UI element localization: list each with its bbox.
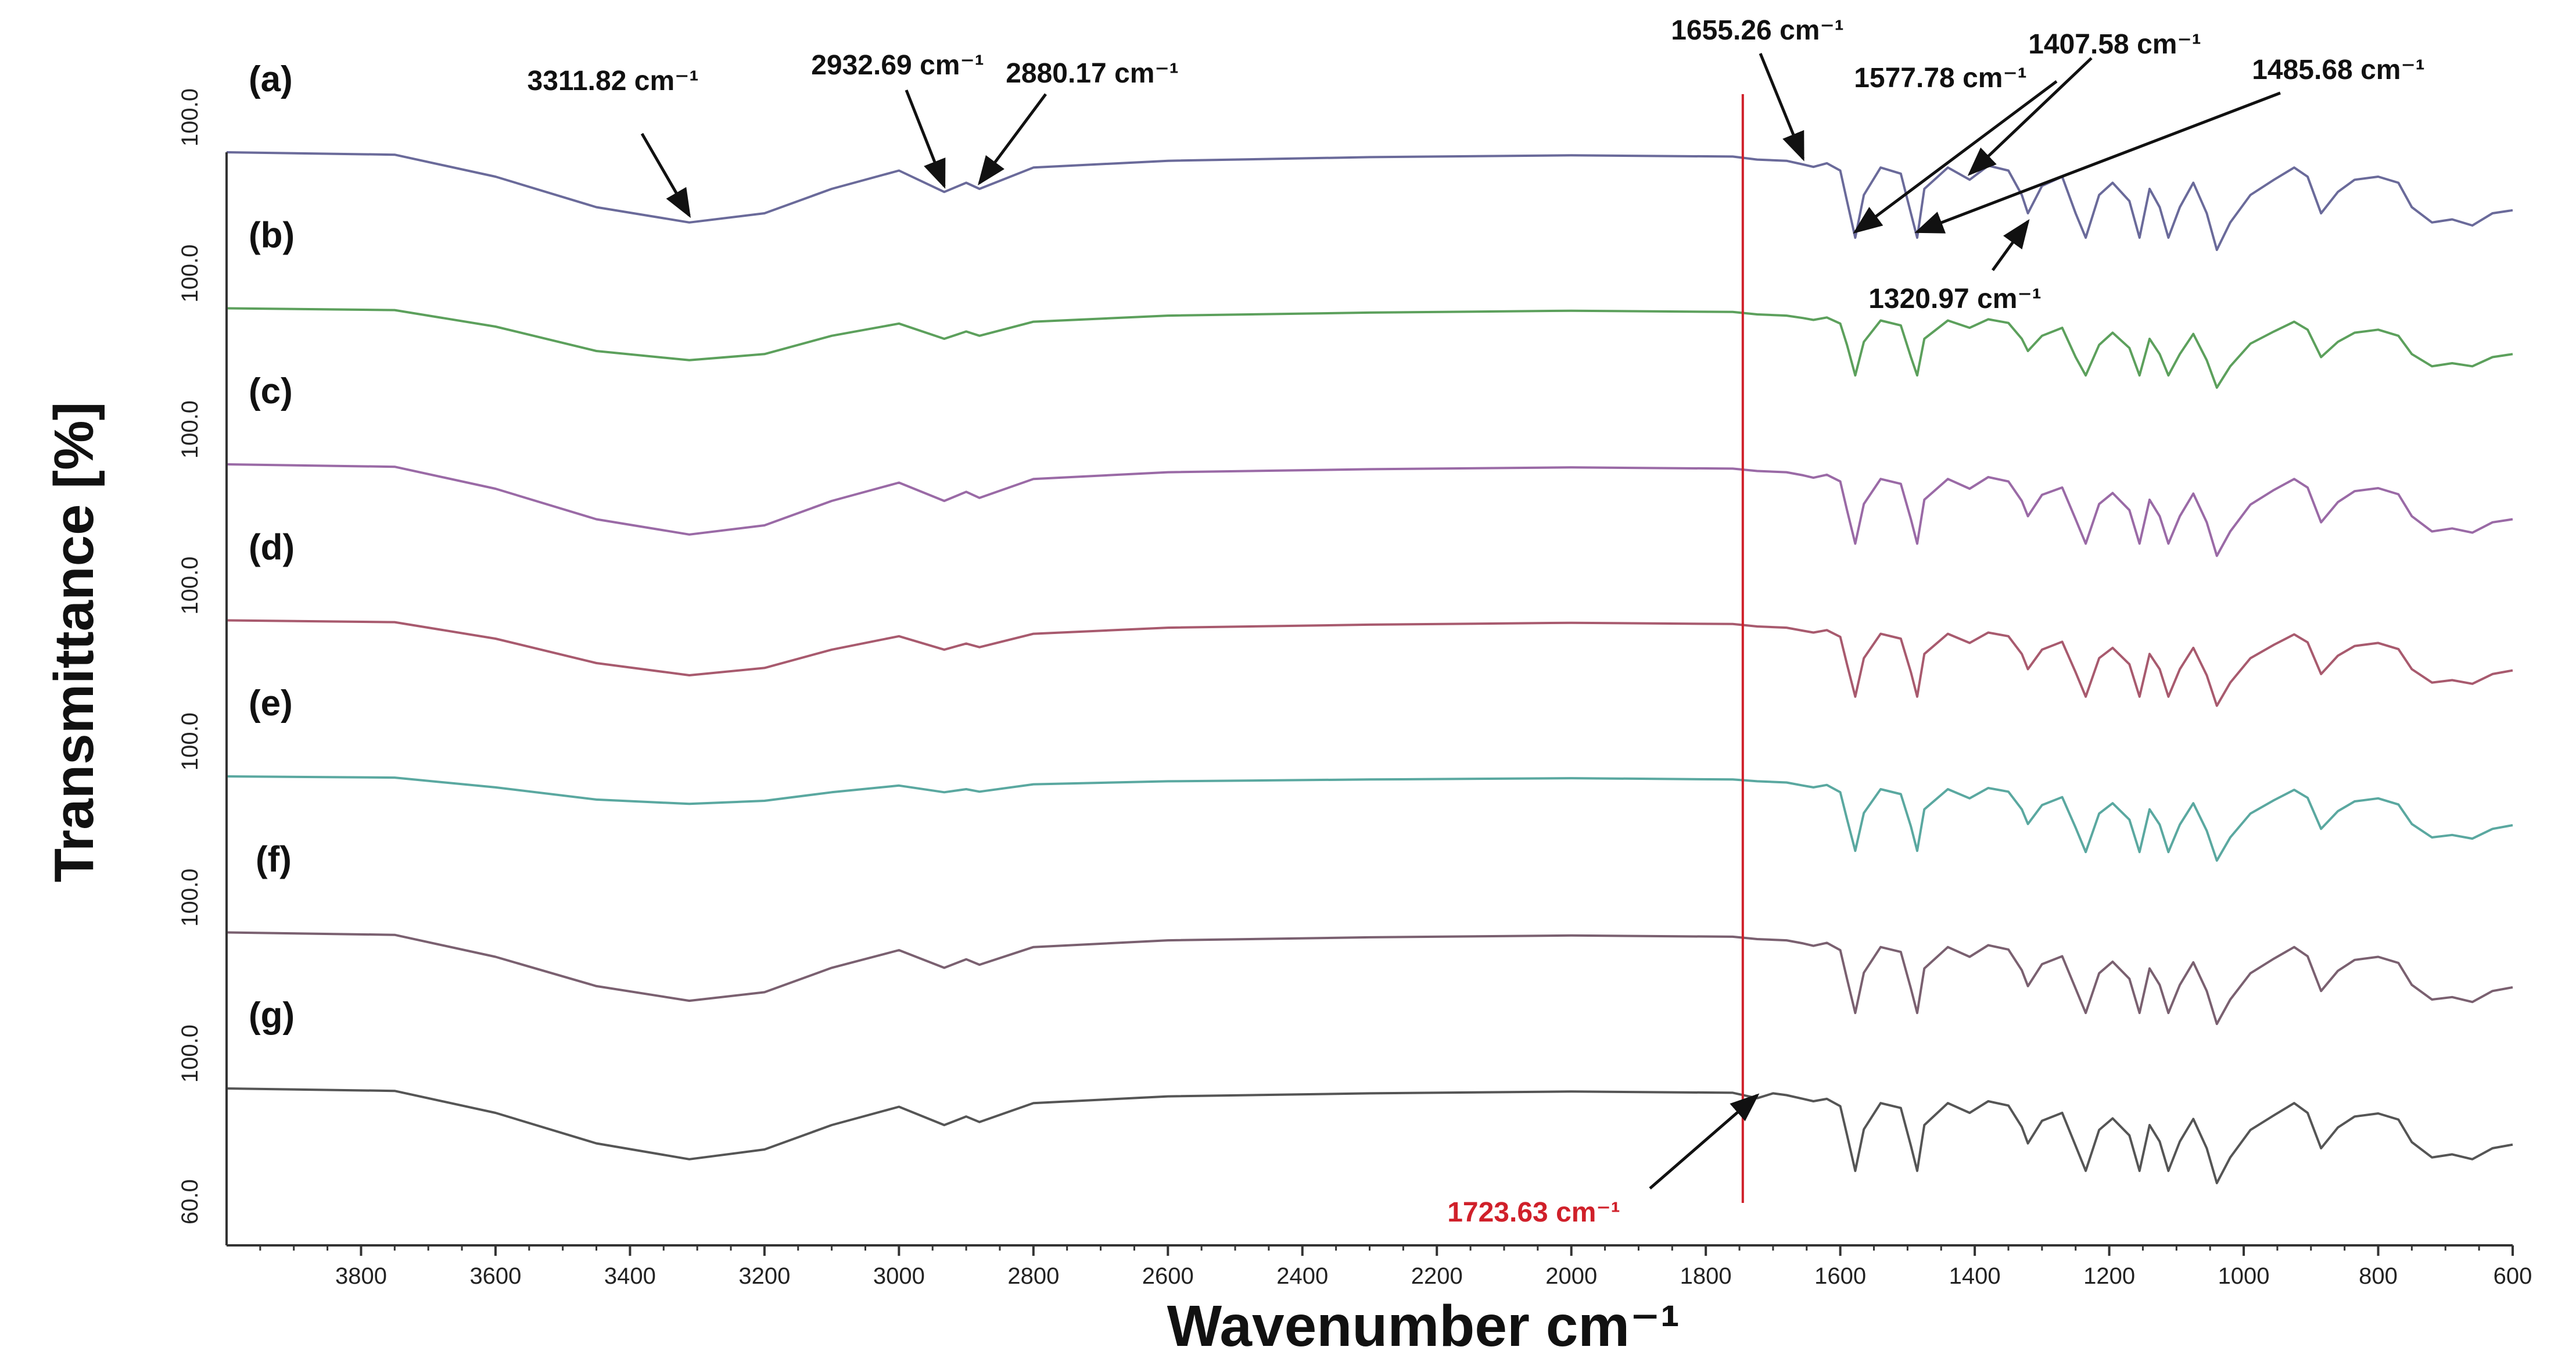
x-tick-label: 3200	[738, 1263, 790, 1289]
annotation-arrow	[1759, 53, 1805, 162]
spectrum-line-1	[226, 151, 2513, 251]
peak-annotation: 1485.68 cm⁻¹	[2252, 55, 2425, 85]
peak-annotation: 1407.58 cm⁻¹	[2028, 29, 2201, 60]
x-tick-label: 1000	[2218, 1263, 2270, 1289]
peak-annotation: 3311.82 cm⁻¹	[528, 66, 699, 96]
x-tick-label: 1600	[1814, 1263, 1866, 1289]
spectrum-line-4	[226, 619, 2513, 707]
peak-annotation: 2880.17 cm⁻¹	[1006, 58, 1179, 89]
y-baseline-tick-label: 100.0	[177, 712, 203, 771]
x-tick-label: 600	[2494, 1263, 2532, 1289]
panel-label: (b)	[249, 216, 295, 256]
peak-annotation: 2932.69 cm⁻¹	[811, 50, 984, 81]
y-baseline-tick-label: 100.0	[177, 868, 203, 926]
spectrum-line-6	[226, 931, 2513, 1025]
x-tick-label: 800	[2359, 1263, 2398, 1289]
x-tick-label: 2000	[1545, 1263, 1597, 1289]
x-tick-label: 2800	[1007, 1263, 1059, 1289]
labels-layer: (a) 100.0 (b) 100.0 (c) 100.0 (d) 100.0 (e) 100.0…	[43, 15, 2425, 1359]
x-axis-title: Wavenumber cm⁻¹	[1167, 1294, 1680, 1359]
x-tick-label: 3000	[873, 1263, 925, 1289]
spectrum-line-5	[226, 775, 2513, 862]
spectrum-line-3	[226, 463, 2513, 557]
x-tick-label: 1200	[2083, 1263, 2135, 1289]
panel-label: (c)	[249, 371, 293, 411]
panel-label: (f)	[256, 840, 292, 880]
annotation-arrow	[1853, 80, 2058, 234]
annotation-arrow	[1991, 219, 2030, 271]
panel-label: (g)	[249, 995, 295, 1036]
spectrum-line-7	[226, 1087, 2513, 1184]
x-tick-label: 3400	[604, 1263, 656, 1289]
x-tick-label: 1800	[1680, 1263, 1732, 1289]
annotation-arrow	[1967, 57, 2093, 176]
peak-annotation: 1320.97 cm⁻¹	[1868, 284, 2042, 314]
panel-label: (d)	[249, 528, 295, 568]
y-tick-label-bottom: 60.0	[177, 1179, 203, 1224]
x-tick-label: 3800	[335, 1263, 387, 1289]
peak-annotation: 1723.63 cm⁻¹	[1447, 1197, 1620, 1228]
peak-annotation: 1655.26 cm⁻¹	[1671, 15, 1844, 46]
annotation-arrow	[640, 132, 691, 219]
x-tick-label: 1400	[1949, 1263, 2001, 1289]
y-baseline-tick-label: 100.0	[177, 556, 203, 614]
y-baseline-tick-label: 100.0	[177, 88, 203, 146]
y-baseline-tick-label: 100.0	[177, 244, 203, 302]
annotation-arrow	[978, 93, 1047, 186]
spectra-layer	[226, 94, 2513, 1203]
annotation-arrow	[905, 89, 946, 189]
annotation-arrow	[1649, 1093, 1760, 1190]
y-baseline-tick-label: 100.0	[177, 400, 203, 459]
x-tick-label: 2200	[1411, 1263, 1463, 1289]
x-tick-label: 2400	[1276, 1263, 1328, 1289]
annotation-arrow	[1914, 91, 2281, 234]
x-tick-label: 2600	[1142, 1263, 1194, 1289]
spectrum-line-2	[226, 307, 2513, 389]
panel-label: (e)	[249, 683, 293, 724]
panel-label: (a)	[249, 59, 293, 99]
x-axis: 3800 3600 3400 3200 3000 2800 2600 2400 2200 2000…	[225, 152, 2532, 1289]
x-tick-label: 3600	[469, 1263, 521, 1289]
y-axis-title: Transmittance [%]	[43, 402, 105, 883]
peak-annotation: 1577.78 cm⁻¹	[1854, 63, 2027, 94]
y-baseline-tick-label: 100.0	[177, 1025, 203, 1083]
